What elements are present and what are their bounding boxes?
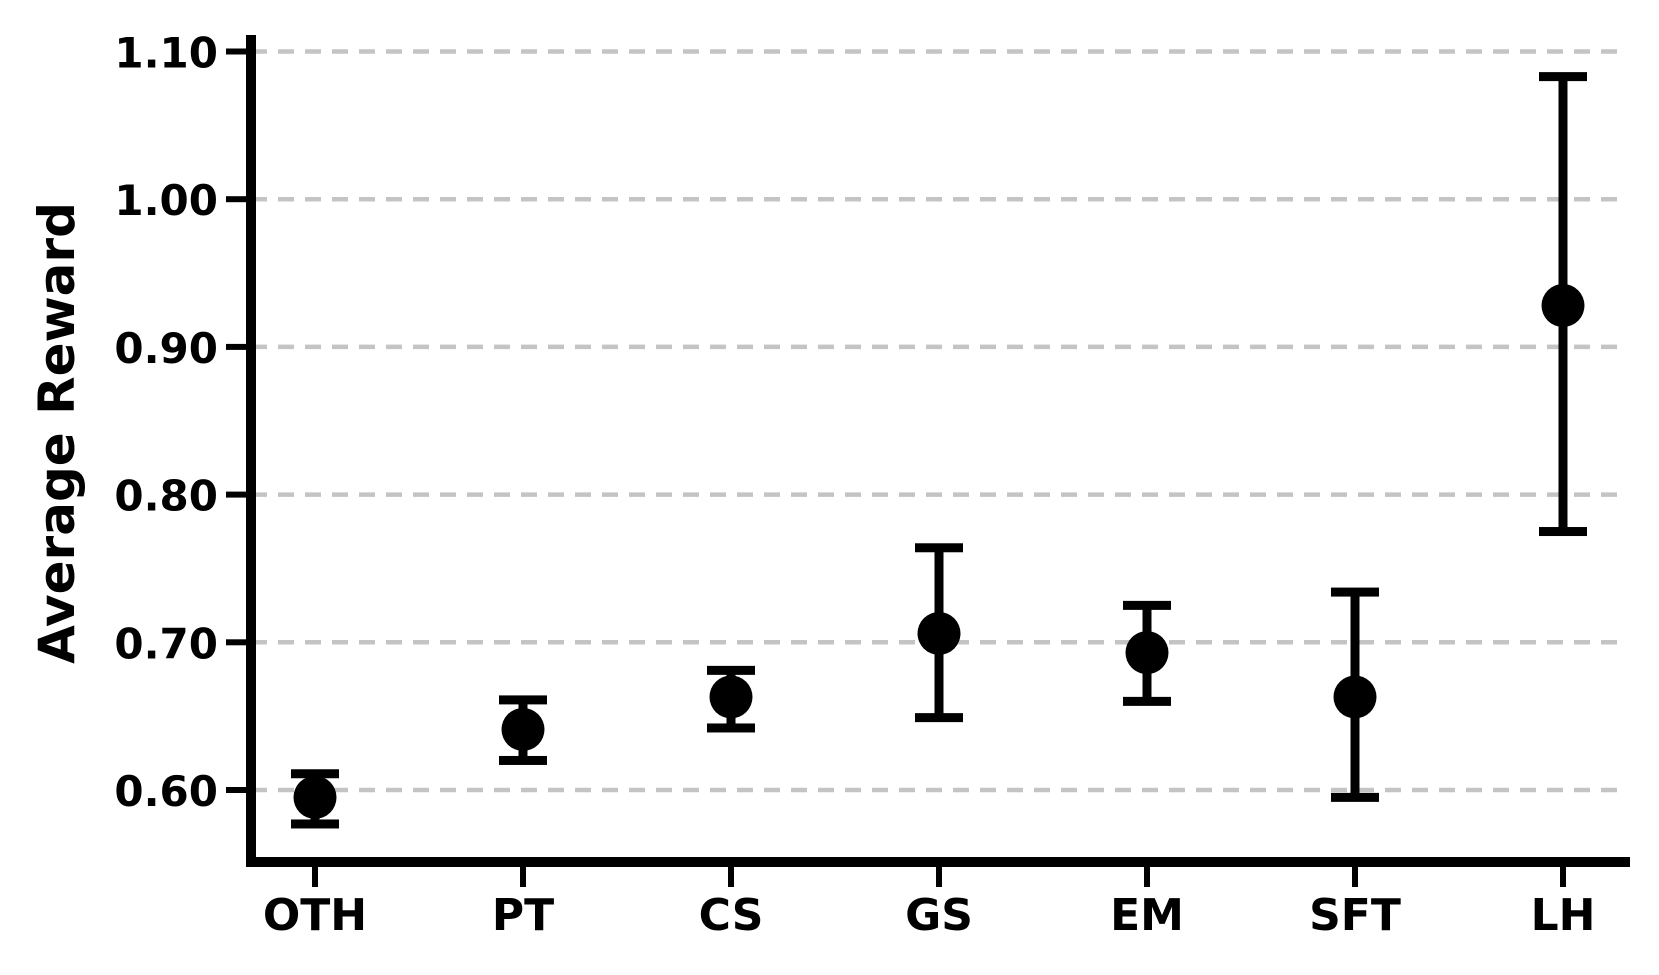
y-tick-label-1.00: 1.00 [114,176,218,225]
y-tick-0.80 [226,491,246,498]
x-tick-label-CS: CS [699,890,764,941]
error-cap-bottom-SFT [1331,792,1379,802]
y-axis-spine [246,35,256,867]
x-tick-SFT [1352,867,1358,887]
x-tick-OTH [312,867,318,887]
x-tick-label-OTH: OTH [263,890,367,941]
x-tick-label-LH: LH [1531,890,1596,941]
error-cap-top-GS [915,543,963,553]
x-tick-label-GS: GS [905,890,973,941]
y-tick-0.90 [226,343,246,350]
y-tick-0.60 [226,787,246,793]
point-marker-GS [917,611,961,655]
y-tick-1.00 [226,196,246,203]
error-cap-top-EM [1123,600,1171,610]
error-cap-bottom-PT [499,755,547,765]
x-tick-label-EM: EM [1110,890,1184,941]
x-tick-GS [936,867,942,887]
point-marker-OTH [293,775,337,819]
point-marker-PT [501,707,545,751]
error-cap-top-PT [499,695,547,705]
y-tick-label-1.10: 1.10 [114,29,218,78]
error-cap-bottom-LH [1539,527,1587,537]
x-tick-CS [728,867,734,887]
y-tick-label-0.80: 0.80 [114,472,218,521]
x-tick-label-PT: PT [492,890,554,941]
x-tick-PT [520,867,526,887]
error-cap-bottom-OTH [291,819,339,829]
error-cap-bottom-CS [707,723,755,733]
error-cap-bottom-EM [1123,696,1171,706]
point-marker-LH [1541,284,1585,328]
y-tick-label-0.70: 0.70 [114,619,218,668]
error-cap-top-LH [1539,72,1587,82]
point-marker-EM [1125,631,1169,675]
error-cap-top-SFT [1331,587,1379,597]
x-tick-label-SFT: SFT [1309,890,1401,941]
error-cap-bottom-GS [915,713,963,723]
x-tick-LH [1560,867,1566,887]
error-cap-top-CS [707,665,755,675]
error-cap-top-OTH [291,769,339,779]
y-tick-0.70 [226,639,246,646]
x-tick-EM [1144,867,1150,887]
point-marker-SFT [1333,675,1377,719]
x-axis-spine [246,857,1630,867]
y-tick-label-0.90: 0.90 [114,324,218,373]
y-tick-1.10 [226,48,246,55]
point-marker-CS [709,675,753,719]
y-tick-label-0.60: 0.60 [114,767,218,816]
